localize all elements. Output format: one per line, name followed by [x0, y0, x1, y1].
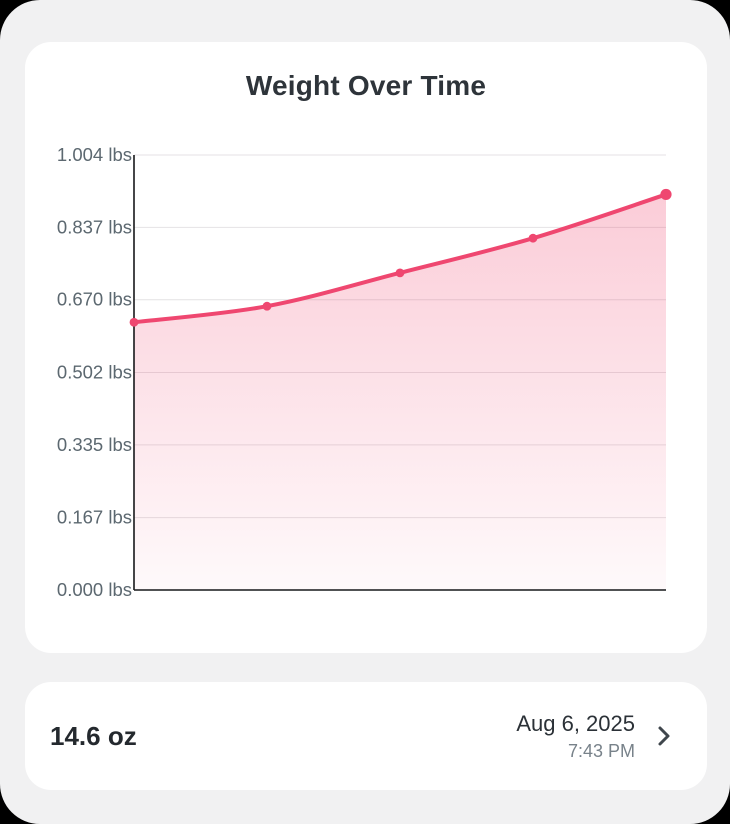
weight-chart-card: Weight Over Time 1.004 lbs 0.837 lbs 0.670… — [25, 42, 707, 653]
weight-over-time-chart: 1.004 lbs 0.837 lbs 0.670 lbs 0.502 lbs 0.33… — [57, 144, 672, 600]
data-point-dot — [129, 317, 139, 327]
weight-entry-row[interactable]: 14.6 oz Aug 6, 2025 7:43 PM — [25, 682, 707, 790]
y-tick-label: 0.335 lbs — [57, 434, 132, 455]
data-point-dot — [395, 268, 405, 278]
y-tick-label: 0.670 lbs — [57, 289, 132, 310]
entry-weight-value: 14.6 oz — [50, 720, 137, 751]
chart-title: Weight Over Time — [245, 70, 487, 101]
entry-datetime: Aug 6, 2025 7:43 PM — [516, 710, 635, 762]
data-point-dot — [528, 233, 538, 243]
chart-y-axis-labels: 1.004 lbs 0.837 lbs 0.670 lbs 0.502 lbs 0.33… — [57, 144, 132, 600]
y-tick-label: 1.004 lbs — [57, 144, 132, 165]
entry-right-group: Aug 6, 2025 7:43 PM — [516, 710, 671, 762]
chart-area-fill — [134, 194, 666, 590]
y-tick-label: 0.837 lbs — [57, 216, 132, 237]
y-tick-label: 0.167 lbs — [57, 507, 132, 528]
y-tick-label: 0.000 lbs — [57, 579, 132, 600]
y-tick-label: 0.502 lbs — [57, 362, 132, 383]
data-point-dot — [262, 301, 272, 311]
chart-axes — [133, 155, 666, 591]
entry-date: Aug 6, 2025 — [516, 711, 635, 736]
chevron-right-icon — [657, 724, 671, 748]
entry-time: 7:43 PM — [567, 740, 635, 761]
data-point-dot — [660, 188, 672, 201]
chart-data-points — [129, 188, 672, 327]
